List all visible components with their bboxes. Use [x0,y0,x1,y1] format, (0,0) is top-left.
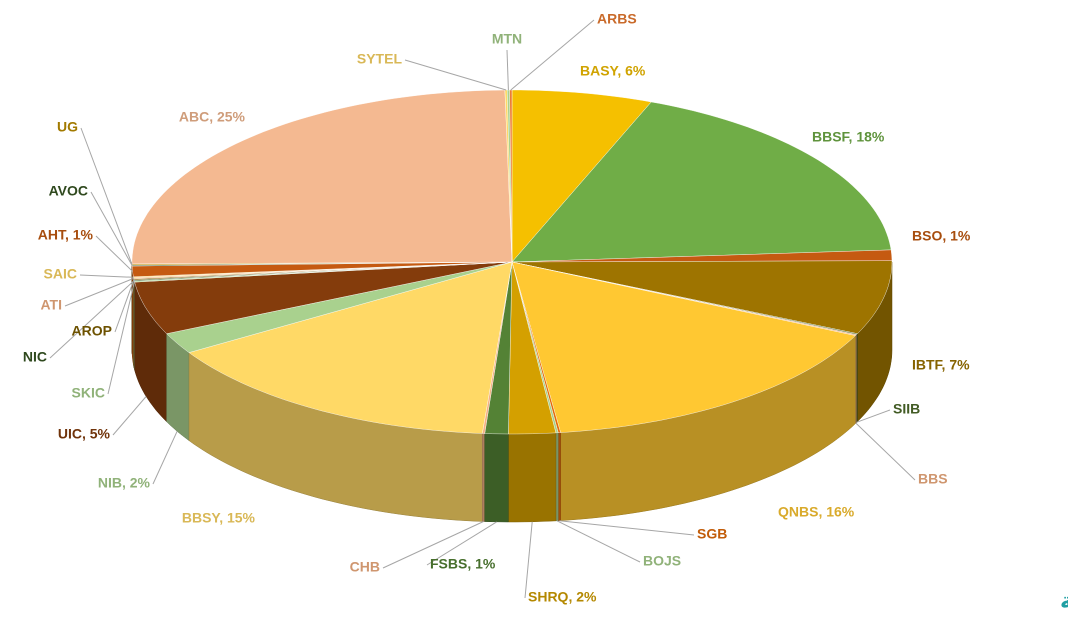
pie-slice [134,261,513,334]
data-label: BBSF, 18% [812,129,885,145]
slice-side [508,432,557,523]
pie-slice [511,260,893,334]
data-label: BBS [918,471,948,487]
pie-slice [166,261,513,353]
pie-slice [511,101,892,263]
data-label: UIC, 5% [58,426,111,442]
leader-line [506,49,509,91]
data-label: ABC, 25% [179,109,246,125]
data-label: ATI [40,297,62,313]
leader-line [95,235,133,272]
data-label: FSBS, 1% [430,556,496,572]
data-label: SHRQ, 2% [528,589,597,605]
leader-line [856,409,891,423]
data-label: BBSY, 15% [182,510,256,526]
data-label: SIIB [893,401,920,417]
data-label: UG [57,119,78,135]
slice-side [484,433,509,523]
data-label: BOJS [643,553,681,569]
pie-slice [508,261,557,435]
chart-title: نسبة قيم التداول لكل شركة [1060,588,1068,614]
leader-line [510,19,595,91]
data-label: AROP [72,323,112,339]
data-label: SKIC [72,385,105,401]
data-label: BSO, 1% [912,228,971,244]
data-label: QNBS, 16% [778,504,855,520]
data-label: AHT, 1% [38,227,94,243]
leader-line [112,396,147,436]
data-label: ARBS [597,11,637,27]
leader-line [524,521,533,599]
data-label: NIB, 2% [98,475,151,491]
leader-line [556,520,641,563]
labels: BASY, 6% BBSF, 18% BSO, 1% IBTF, 7% SIIB BBS Q… [23,11,971,605]
leader-lines [49,19,916,599]
leader-line [152,431,178,485]
leader-line [80,127,133,265]
pie-slice [131,89,513,265]
data-label: MTN [492,31,522,47]
leader-line [90,191,133,266]
leader-line [64,277,134,307]
leader-line [79,274,134,278]
pie-slice [511,261,856,433]
leader-line [559,520,695,536]
data-label: CHB [350,559,380,575]
pie-slice [511,89,652,263]
leader-line [426,521,497,566]
slice-side [557,432,561,521]
leader-line [107,281,135,395]
data-label: AVOC [49,183,88,199]
leader-line [114,279,135,333]
data-label: NIC [23,349,47,365]
leader-line [855,422,916,481]
data-label: IBTF, 7% [912,357,970,373]
slice-side [555,432,559,522]
data-label: SYTEL [357,51,403,67]
leader-line [382,521,484,569]
pie-sides [131,261,893,523]
pie-tops [131,89,893,435]
leader-line [404,59,507,91]
data-label: SAIC [44,266,77,282]
leader-line [49,280,135,359]
data-label: SGB [697,526,727,542]
pie-slice [188,261,513,434]
slice-side [482,433,485,522]
data-label: BASY, 6% [580,63,646,79]
